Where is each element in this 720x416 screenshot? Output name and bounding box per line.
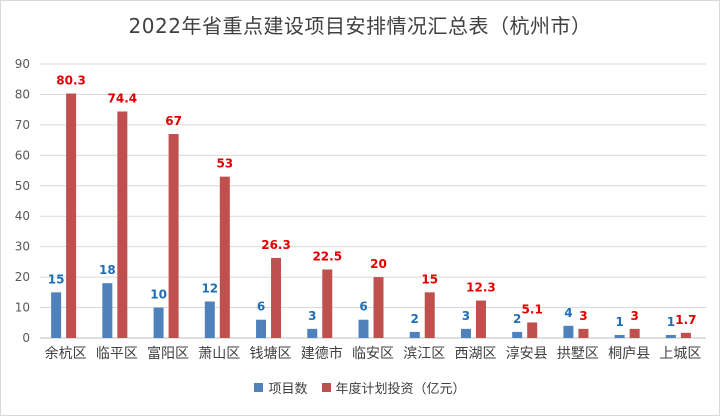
data-label-project-count: 6 [359, 300, 367, 314]
bar-annual-investment [219, 176, 230, 338]
bar-project-count [358, 319, 369, 338]
bar-annual-investment [680, 332, 691, 338]
data-label-annual-investment: 20 [370, 257, 387, 271]
bar-project-count [512, 331, 523, 338]
data-label-project-count: 3 [308, 309, 316, 323]
bar-project-count [563, 325, 574, 338]
x-tick-label: 富阳区 [147, 345, 189, 362]
y-tick-label: 30 [15, 240, 30, 254]
legend-item-annual-investment: 年度计划投资（亿元） [321, 378, 466, 397]
data-label-project-count: 1 [615, 315, 623, 329]
bar-annual-investment [475, 300, 486, 338]
y-tick-label: 20 [15, 270, 30, 284]
legend-swatch-annual-investment [321, 383, 331, 392]
data-label-annual-investment: 3 [579, 309, 587, 323]
data-label-project-count: 18 [99, 263, 116, 277]
data-label-annual-investment: 22.5 [312, 250, 342, 264]
bar-project-count [460, 328, 471, 338]
x-tick-label: 上城区 [659, 346, 701, 362]
y-tick-label: 80 [15, 87, 30, 101]
bar-annual-investment [578, 328, 589, 338]
data-label-project-count: 15 [48, 272, 65, 286]
x-tick-label: 淳安县 [506, 345, 548, 362]
data-label-project-count: 12 [201, 281, 218, 295]
data-label-annual-investment: 74.4 [108, 91, 138, 105]
x-tick-label: 滨江区 [403, 346, 445, 362]
x-tick-label: 西湖区 [454, 346, 496, 362]
data-label-project-count: 10 [150, 288, 167, 302]
bar-project-count [409, 331, 420, 338]
bar-project-count [614, 334, 625, 338]
y-tick-label: 0 [22, 331, 30, 345]
bar-annual-investment [424, 292, 435, 338]
x-tick-label: 余杭区 [45, 345, 87, 362]
x-tick-label: 临安区 [352, 346, 394, 362]
legend-item-project-count: 项目数 [254, 378, 308, 397]
bar-project-count [204, 301, 215, 338]
data-label-project-count: 1 [667, 315, 675, 329]
data-label-project-count: 2 [411, 312, 419, 326]
y-tick-label: 10 [15, 301, 30, 315]
bar-project-count [51, 292, 62, 338]
bar-project-count [307, 328, 318, 338]
bar-project-count [256, 319, 267, 338]
y-tick-label: 50 [15, 179, 30, 193]
data-label-annual-investment: 80.3 [56, 74, 86, 88]
data-label-project-count: 3 [462, 309, 470, 323]
y-tick-label: 90 [15, 57, 30, 71]
data-label-project-count: 6 [257, 300, 265, 314]
bar-annual-investment [322, 269, 333, 338]
bar-annual-investment [373, 277, 384, 338]
y-tick-label: 70 [15, 118, 30, 132]
chart-title: 2022年省重点建设项目安排情况汇总表（杭州市） [128, 14, 592, 38]
data-label-annual-investment: 12.3 [466, 281, 496, 295]
bar-annual-investment [66, 93, 77, 338]
x-tick-label: 临平区 [96, 346, 138, 362]
data-label-project-count: 4 [564, 306, 572, 320]
bar-annual-investment [527, 322, 538, 338]
y-tick-label: 60 [15, 148, 30, 162]
data-label-annual-investment: 53 [216, 157, 233, 171]
bar-annual-investment [629, 328, 640, 338]
x-tick-label: 钱塘区 [250, 346, 292, 362]
legend-swatch-project-count [254, 383, 264, 392]
data-label-project-count: 2 [513, 312, 521, 326]
bar-project-count [153, 307, 164, 338]
data-label-annual-investment: 5.1 [522, 302, 543, 316]
bar-annual-investment [168, 134, 179, 338]
x-tick-label: 萧山区 [198, 346, 240, 362]
bar-project-count [102, 283, 113, 338]
legend-label-project-count: 项目数 [268, 382, 308, 397]
x-tick-label: 拱墅区 [557, 346, 599, 362]
y-tick-label: 40 [15, 209, 30, 223]
data-label-annual-investment: 1.7 [675, 313, 696, 327]
x-tick-label: 桐庐县 [608, 346, 650, 362]
data-label-annual-investment: 26.3 [261, 238, 291, 252]
legend-label-annual-investment: 年度计划投资（亿元） [335, 382, 466, 397]
bar-annual-investment [117, 111, 128, 338]
data-label-annual-investment: 67 [165, 114, 182, 128]
x-tick-label: 建德市 [301, 345, 343, 362]
data-label-annual-investment: 3 [630, 309, 638, 323]
bar-project-count [665, 334, 676, 338]
legend: 项目数 年度计划投资（亿元） [0, 378, 720, 397]
data-label-annual-investment: 15 [421, 272, 438, 286]
bar-annual-investment [271, 257, 282, 338]
